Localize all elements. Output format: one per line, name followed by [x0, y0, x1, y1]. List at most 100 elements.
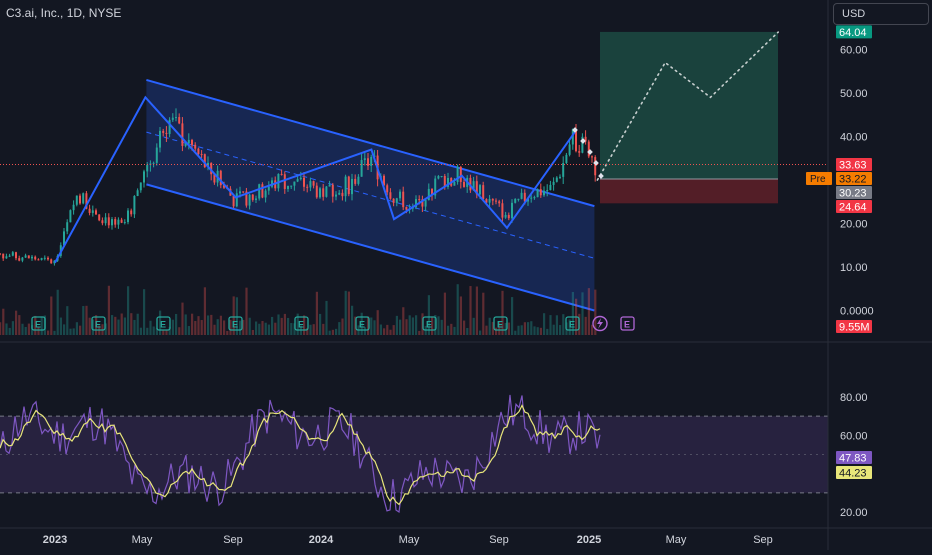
volume-bar	[482, 292, 485, 335]
volume-bar	[514, 330, 517, 335]
candle-body	[43, 257, 46, 259]
channel-lower-line[interactable]	[146, 183, 595, 312]
volume-bar	[95, 315, 98, 335]
candle-body	[507, 214, 510, 219]
earnings-marker[interactable]: E	[422, 316, 437, 331]
candle-body	[191, 139, 193, 145]
volume-bar	[15, 310, 18, 335]
price-badge	[836, 25, 872, 39]
time-tick-label: Sep	[223, 534, 243, 546]
volume-bar	[351, 305, 354, 335]
rsi-ma-line[interactable]	[0, 404, 601, 506]
candle-body	[354, 178, 357, 184]
channel-mid-line	[146, 131, 595, 259]
earnings-marker[interactable]: E	[493, 316, 508, 331]
earnings-marker[interactable]: E	[294, 316, 309, 331]
earnings-marker[interactable]: E	[31, 316, 46, 331]
candle-body	[139, 182, 142, 191]
volume-bar	[591, 324, 594, 335]
earnings-marker[interactable]: E	[91, 316, 106, 331]
candle-body	[306, 186, 309, 188]
candle-body	[40, 258, 43, 260]
volume-bar	[200, 320, 203, 335]
candle-body	[136, 190, 139, 196]
candle-body	[245, 191, 248, 206]
candle-body	[37, 259, 40, 261]
price-tick-label: 20.00	[840, 219, 868, 231]
volume-bar	[283, 313, 286, 335]
candle-body	[178, 117, 181, 124]
price-badge-label: 64.04	[839, 27, 867, 39]
earnings-marker[interactable]: E	[228, 316, 243, 331]
volume-bar	[171, 319, 174, 335]
candle-body	[213, 174, 216, 183]
volume-bar	[232, 296, 235, 335]
candle-body	[421, 199, 424, 207]
earnings-marker[interactable]: E	[156, 316, 171, 331]
volume-bar	[133, 319, 136, 335]
stop-zone[interactable]	[600, 178, 778, 204]
volume-bar	[50, 296, 53, 335]
candle-body	[453, 181, 456, 186]
candle-body	[63, 231, 65, 246]
volume-bar	[104, 323, 107, 335]
candle-body	[111, 219, 113, 226]
earnings-box	[422, 316, 437, 331]
target-zone[interactable]	[600, 31, 778, 179]
earnings-marker[interactable]: E	[620, 316, 635, 331]
volume-bar	[517, 325, 520, 335]
candle-body	[517, 198, 520, 200]
projection-path[interactable]	[596, 31, 780, 181]
volume-bar	[347, 291, 350, 335]
candle-body	[456, 166, 459, 182]
volume-bar	[303, 315, 306, 335]
volume-bar	[527, 322, 530, 335]
volume-bar	[162, 330, 165, 335]
volume-bar	[219, 315, 222, 335]
candle-body	[399, 191, 401, 199]
earnings-marker[interactable]: E	[355, 316, 370, 331]
volume-bar	[415, 315, 418, 335]
candle-body	[559, 176, 561, 178]
volume-bar	[47, 330, 50, 335]
candle-body	[571, 129, 574, 145]
volume-bar	[306, 327, 309, 335]
volume-bar	[363, 327, 366, 335]
price-tick-label: 10.00	[840, 262, 868, 274]
candle-body	[187, 139, 190, 144]
lightning-icon[interactable]	[592, 315, 608, 332]
price-badge-label: 9.55M	[839, 322, 870, 334]
candle-body	[527, 198, 529, 202]
candle-body	[578, 151, 581, 153]
pattern-zigzag-line[interactable]	[54, 95, 576, 264]
currency-selector[interactable]: USD	[833, 3, 929, 25]
volume-bar	[175, 313, 178, 335]
rsi-line[interactable]	[0, 394, 601, 514]
candle-body	[431, 188, 433, 196]
candle-body	[463, 181, 465, 187]
candle-body	[594, 157, 597, 176]
volume-bar	[287, 317, 290, 335]
volume-bar	[447, 325, 450, 335]
candle-body	[485, 199, 488, 203]
volume-bar	[501, 290, 504, 335]
volume-bar	[309, 324, 312, 335]
price-badge	[836, 186, 872, 199]
earnings-marker[interactable]: E	[565, 316, 580, 331]
volume-bar	[251, 329, 254, 335]
volume-bar	[469, 286, 472, 335]
candle-body	[498, 201, 501, 204]
candle-body	[290, 185, 293, 187]
volume-bar	[111, 315, 114, 335]
candle-body	[347, 176, 350, 195]
channel-upper-line[interactable]	[146, 78, 595, 208]
candle-body	[267, 186, 270, 191]
candle-body	[351, 178, 353, 195]
candle-body	[360, 160, 363, 177]
volume-bar	[8, 327, 11, 335]
candle-body	[539, 189, 542, 196]
volume-bar	[571, 292, 574, 335]
candle-body	[107, 217, 110, 226]
